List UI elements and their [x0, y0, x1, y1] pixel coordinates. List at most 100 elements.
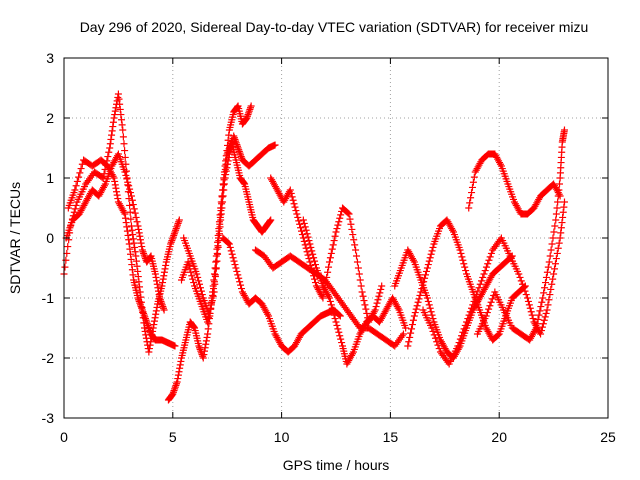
data-point [333, 225, 341, 233]
data-point [111, 177, 119, 185]
data-point [300, 219, 308, 227]
data-point [168, 237, 176, 245]
data-point [167, 240, 175, 248]
data-point [189, 322, 197, 330]
data-point [127, 215, 135, 223]
data-point [146, 327, 154, 335]
data-point [350, 236, 358, 244]
data-point [161, 265, 169, 273]
x-tick-label: 5 [169, 429, 177, 445]
data-point [154, 284, 162, 292]
y-tick-label: 0 [46, 230, 54, 246]
data-point [138, 306, 146, 314]
data-point [425, 257, 433, 265]
data-point [159, 304, 167, 312]
data-point [146, 341, 154, 349]
data-point [230, 132, 238, 140]
data-point [208, 298, 216, 306]
data-point [310, 254, 318, 262]
data-point [135, 229, 143, 237]
data-point [430, 331, 438, 339]
data-point [267, 216, 275, 224]
data-point [428, 247, 436, 255]
data-point [116, 105, 124, 113]
data-point [235, 274, 243, 282]
y-tick-label: -1 [42, 290, 55, 306]
data-point [152, 273, 160, 281]
data-point [153, 280, 161, 288]
data-point [215, 230, 223, 238]
data-point [121, 147, 129, 155]
data-point [244, 111, 252, 119]
data-point [140, 311, 148, 319]
data-point [172, 381, 180, 389]
data-point [520, 284, 528, 292]
data-point [114, 195, 122, 203]
data-point [515, 270, 523, 278]
data-point [76, 169, 84, 177]
data-point [330, 311, 338, 319]
data-point [307, 261, 315, 269]
data-point [129, 201, 137, 209]
data-point [159, 279, 167, 287]
data-point [135, 297, 143, 305]
data-point [233, 141, 241, 149]
data-point [337, 211, 345, 219]
data-point [170, 230, 178, 238]
data-point [118, 116, 126, 124]
data-point [327, 249, 335, 257]
data-point [214, 243, 222, 251]
data-point [378, 282, 386, 290]
data-point [175, 218, 183, 226]
data-point [469, 178, 477, 186]
data-point [125, 240, 133, 248]
data-point [557, 229, 565, 237]
data-point [110, 174, 118, 182]
data-point [212, 264, 220, 272]
data-point [324, 268, 332, 276]
data-point [458, 253, 466, 261]
data-point [413, 302, 421, 310]
data-point [349, 231, 357, 239]
data-point [218, 204, 226, 212]
data-point [131, 209, 139, 217]
x-axis-label: GPS time / hours [283, 457, 390, 473]
data-point [160, 272, 168, 280]
y-tick-label: -3 [42, 410, 55, 426]
data-point [195, 277, 203, 285]
data-point [271, 141, 279, 149]
data-point [470, 173, 478, 181]
data-point [425, 301, 433, 309]
data-point [327, 301, 335, 309]
data-point [207, 305, 215, 313]
data-point [539, 294, 547, 302]
data-point [299, 234, 307, 242]
data-point [549, 275, 557, 283]
data-point [171, 385, 179, 393]
data-point [232, 137, 240, 145]
data-point [353, 252, 361, 260]
x-tick-label: 25 [600, 429, 616, 445]
data-point [476, 280, 484, 288]
data-point [225, 153, 233, 161]
data-point [433, 338, 441, 346]
data-point [108, 131, 116, 139]
data-point [174, 375, 182, 383]
data-point [474, 287, 482, 295]
data-point [144, 321, 152, 329]
y-tick-label: 3 [46, 50, 54, 66]
data-point [171, 342, 179, 350]
data-point [538, 323, 546, 331]
data-point [560, 126, 568, 134]
data-point [291, 203, 299, 211]
data-point [543, 268, 551, 276]
data-point [222, 167, 230, 175]
data-point [542, 309, 550, 317]
data-point [303, 248, 311, 256]
data-point [299, 216, 307, 224]
data-point [416, 291, 424, 299]
data-point [484, 260, 492, 268]
data-point [196, 284, 204, 292]
data-point [145, 325, 153, 333]
data-point [426, 254, 434, 262]
